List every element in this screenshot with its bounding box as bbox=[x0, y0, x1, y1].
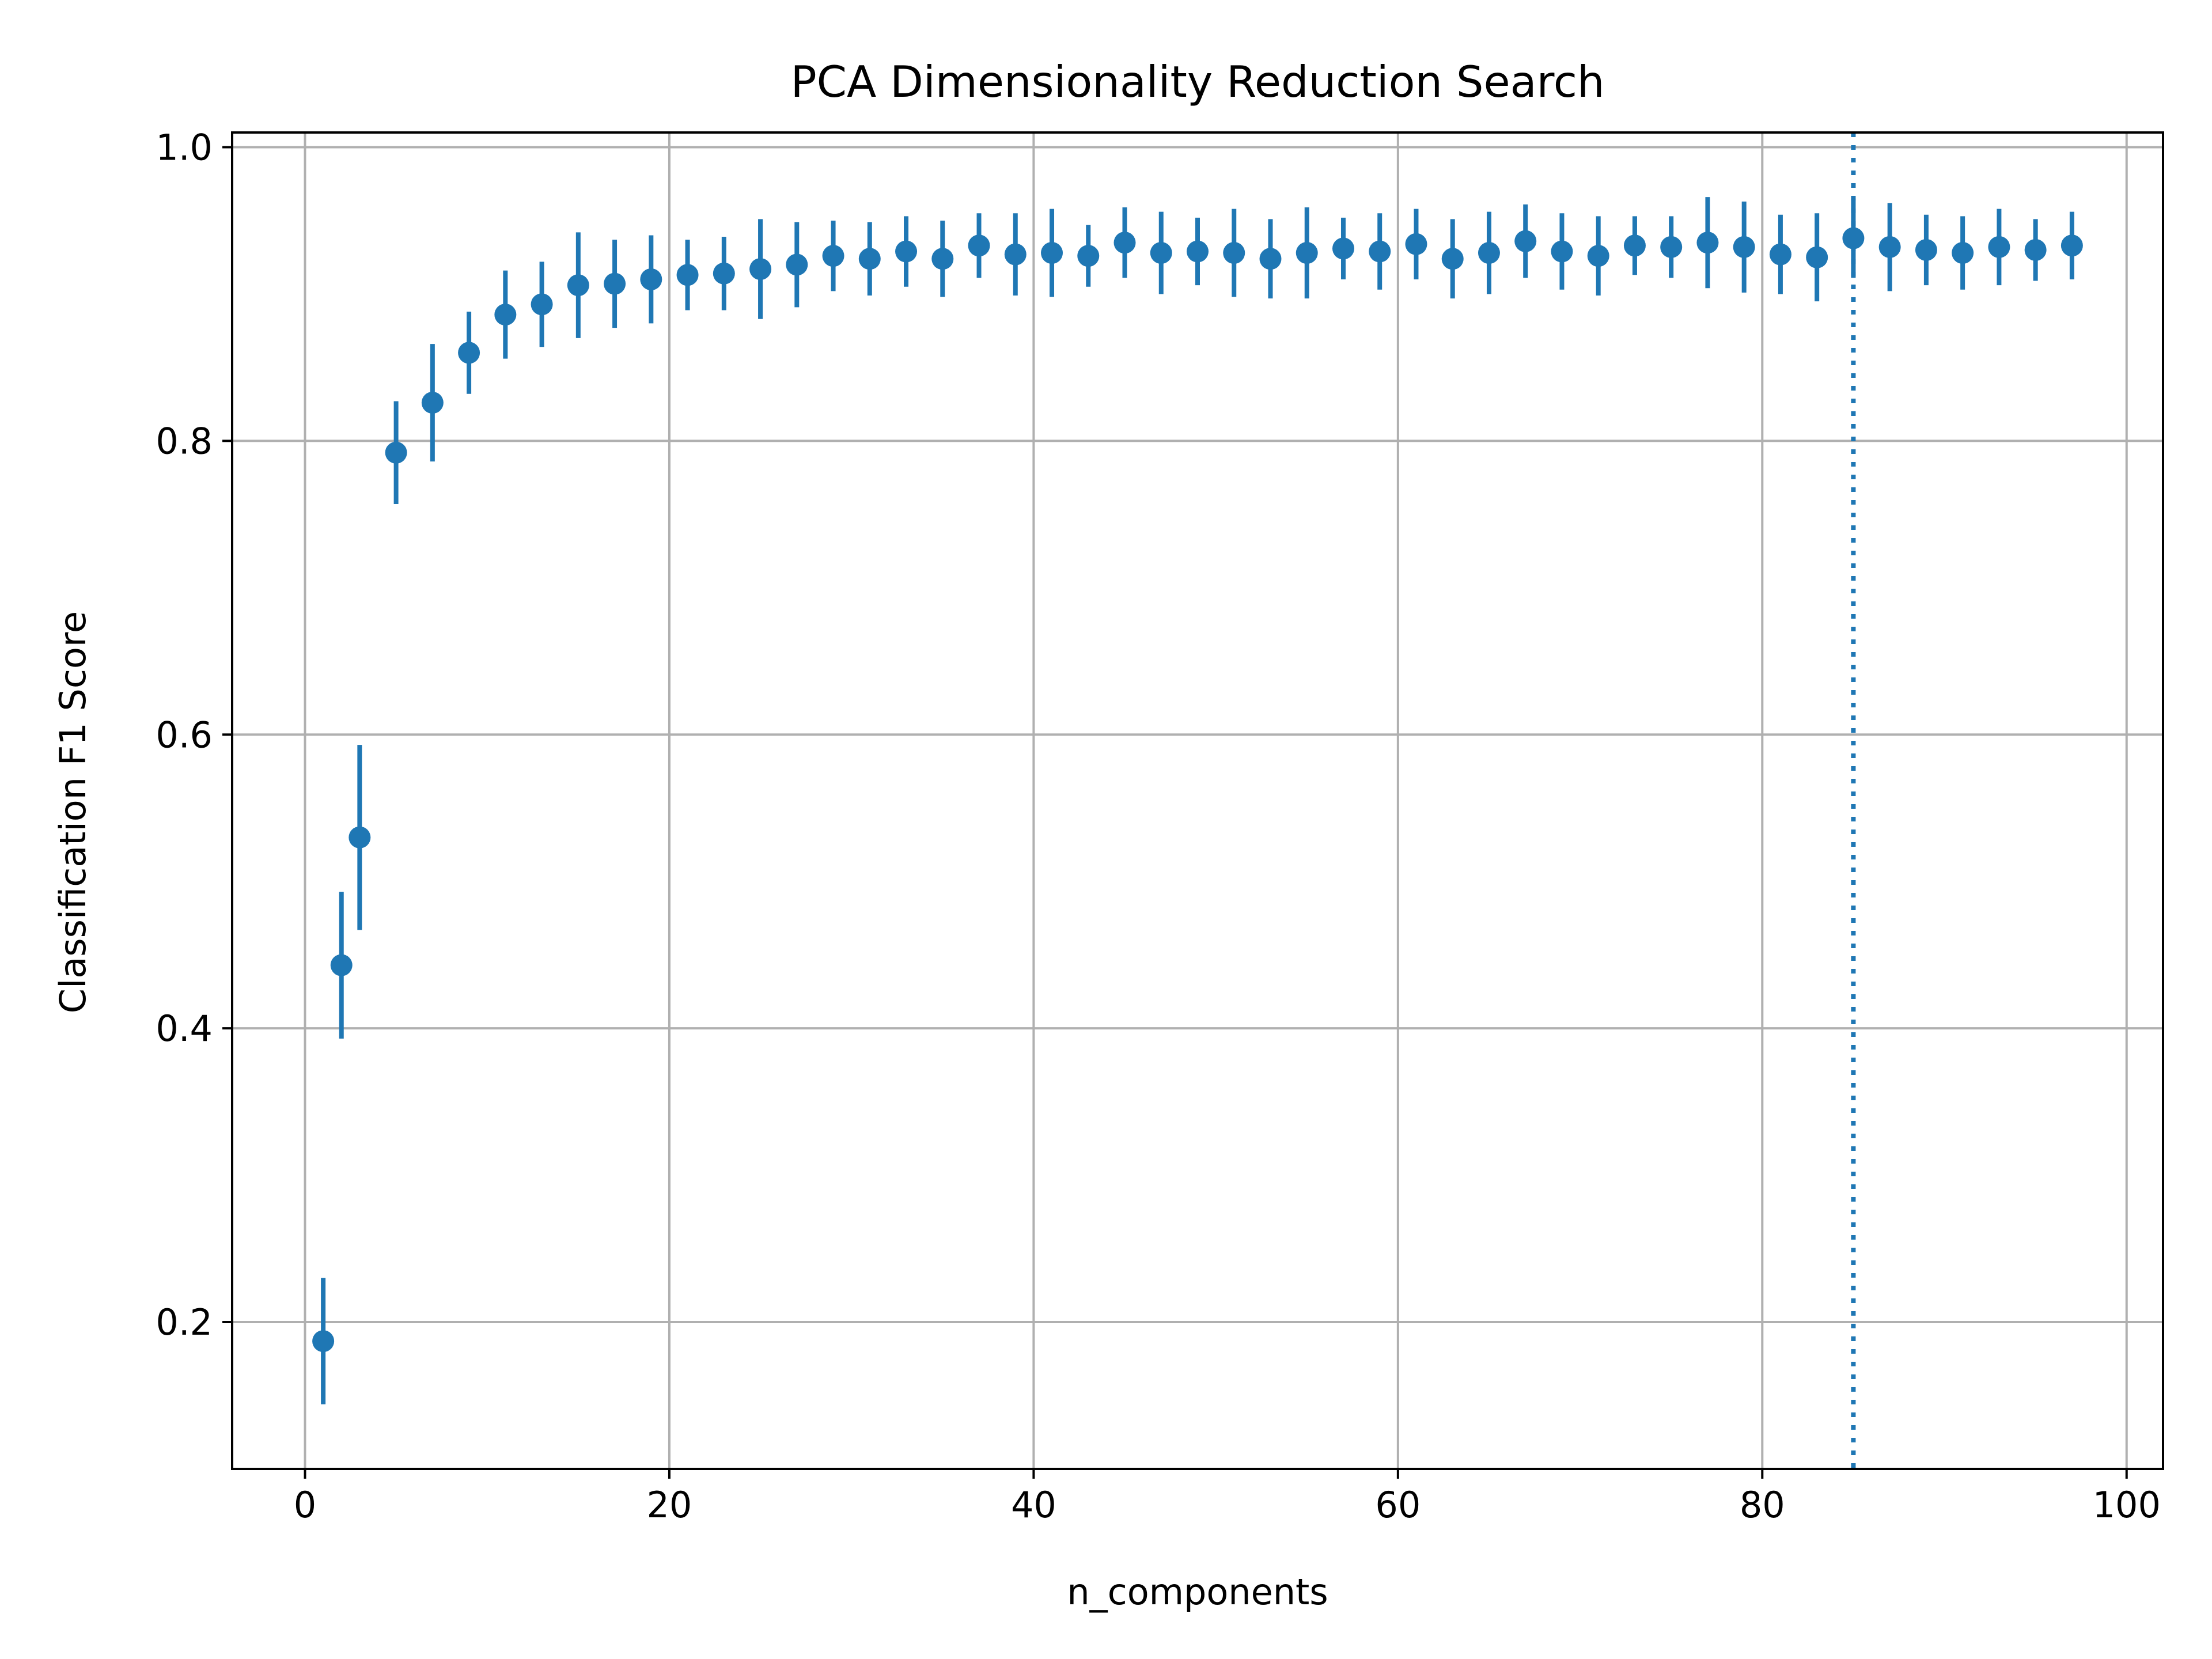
data-point bbox=[786, 253, 808, 276]
x-tick-label: 60 bbox=[1375, 1484, 1421, 1526]
axes-frame bbox=[231, 131, 2164, 1470]
data-point bbox=[1296, 242, 1318, 264]
data-point bbox=[822, 245, 844, 267]
data-point bbox=[1660, 236, 1683, 258]
data-point bbox=[1369, 240, 1391, 263]
y-tick-label: 0.4 bbox=[156, 1007, 213, 1050]
data-point bbox=[1733, 236, 1755, 258]
data-point bbox=[312, 1330, 335, 1353]
data-point bbox=[1004, 243, 1027, 266]
data-point bbox=[1150, 242, 1172, 264]
data-point bbox=[1806, 246, 1828, 268]
x-tick-label: 0 bbox=[294, 1484, 316, 1526]
data-point bbox=[1988, 236, 2010, 258]
data-point bbox=[858, 248, 881, 270]
y-tick-label: 0.8 bbox=[156, 420, 213, 462]
data-point bbox=[1551, 240, 1573, 263]
y-axis-title: Classification F1 Score bbox=[52, 611, 94, 1013]
data-point bbox=[1878, 236, 1901, 258]
data-point bbox=[385, 441, 407, 464]
x-tick-label: 40 bbox=[1011, 1484, 1056, 1526]
data-point bbox=[1441, 248, 1464, 270]
x-tick-label: 100 bbox=[2093, 1484, 2161, 1526]
data-point bbox=[676, 264, 699, 286]
data-point bbox=[640, 268, 662, 290]
data-point bbox=[1623, 234, 1646, 257]
data-point bbox=[713, 262, 735, 285]
data-point bbox=[1587, 245, 1609, 267]
data-point bbox=[567, 274, 589, 297]
x-axis-title: n_components bbox=[1067, 1571, 1328, 1613]
chart-title: PCA Dimensionality Reduction Search bbox=[790, 56, 1604, 107]
y-tick-label: 0.6 bbox=[156, 714, 213, 756]
data-point bbox=[604, 272, 626, 295]
data-point bbox=[2024, 238, 2047, 261]
data-point bbox=[968, 234, 990, 257]
data-point bbox=[1514, 230, 1537, 252]
y-tick-label: 0.2 bbox=[156, 1301, 213, 1343]
data-point bbox=[494, 304, 517, 326]
data-point bbox=[1769, 243, 1791, 266]
data-point bbox=[1332, 237, 1354, 260]
data-point bbox=[1223, 242, 1245, 264]
data-point bbox=[349, 826, 371, 849]
data-point bbox=[1077, 245, 1100, 267]
data-point bbox=[931, 248, 954, 270]
data-point bbox=[458, 342, 480, 364]
data-point bbox=[421, 392, 444, 414]
data-point bbox=[531, 293, 553, 316]
data-point bbox=[1915, 238, 1937, 261]
data-point bbox=[330, 954, 353, 976]
y-tick-label: 1.0 bbox=[156, 126, 213, 168]
data-point bbox=[1405, 233, 1427, 255]
data-point bbox=[1478, 242, 1500, 264]
data-point bbox=[1842, 227, 1865, 249]
data-point bbox=[2061, 234, 2083, 257]
plot-area: 0 20 40 60 80 100 0.2 0.4 0.6 0.8 1.0 bbox=[156, 126, 2164, 1526]
x-tick-label: 80 bbox=[1740, 1484, 1785, 1526]
data-point bbox=[1187, 240, 1209, 263]
data-point bbox=[749, 258, 772, 281]
data-point bbox=[895, 240, 918, 263]
data-point bbox=[1696, 232, 1719, 254]
data-point bbox=[1952, 242, 1974, 264]
x-tick-label: 20 bbox=[646, 1484, 692, 1526]
data-point bbox=[1041, 242, 1063, 264]
data-point bbox=[1259, 248, 1282, 270]
data-point bbox=[1113, 232, 1136, 254]
